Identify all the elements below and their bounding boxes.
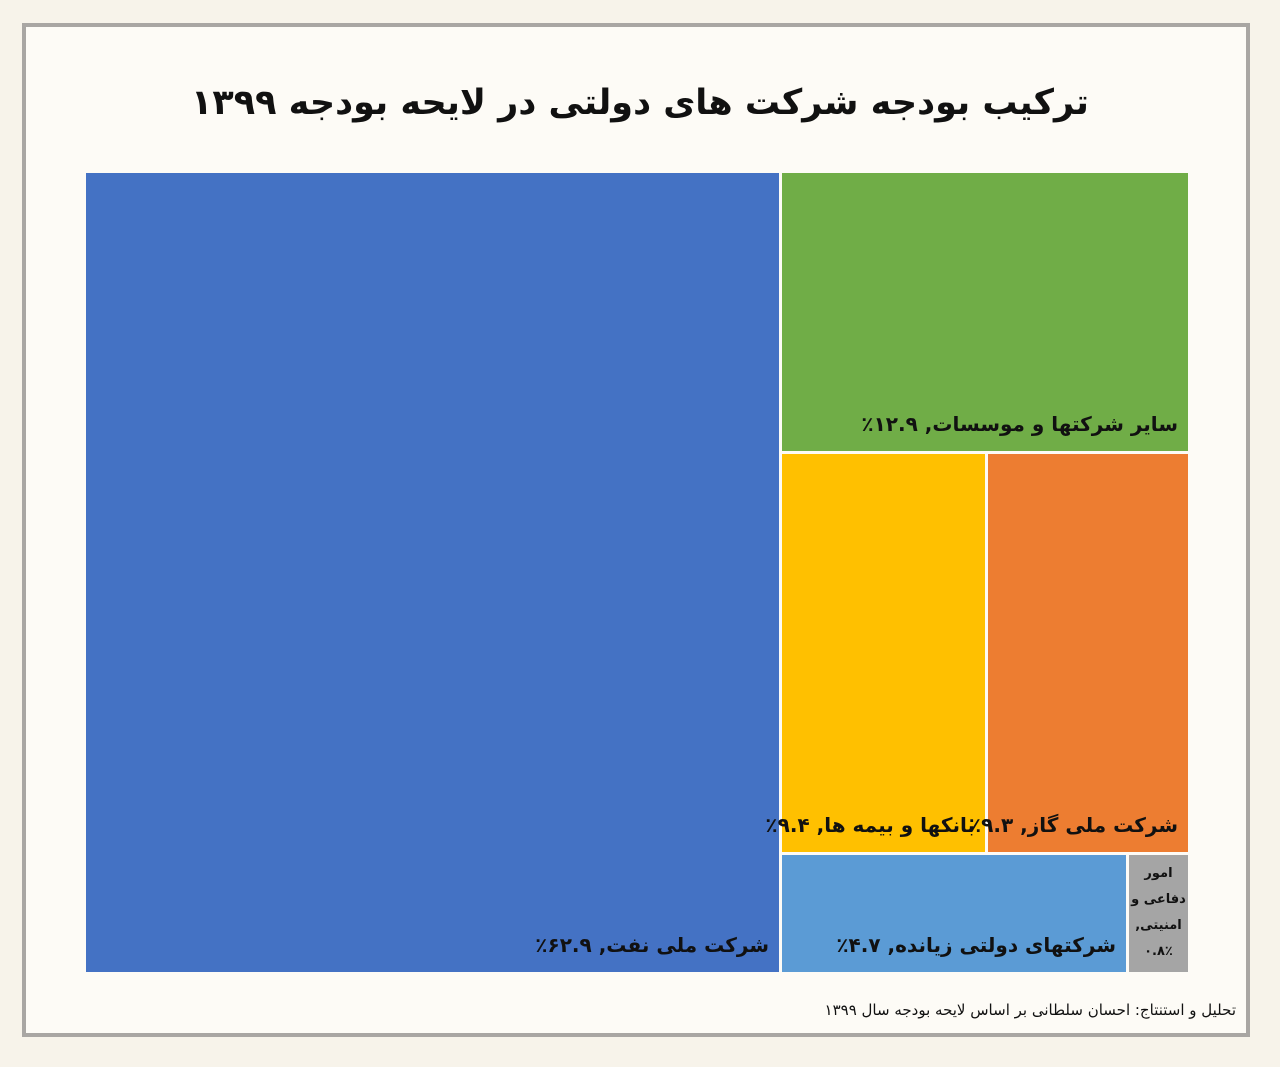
tile-banks xyxy=(782,454,985,852)
tile-gas xyxy=(988,454,1188,852)
source-note: تحلیل و استنتاج: احسان سلطانی بر اساس لا… xyxy=(824,1001,1236,1019)
chart-title: ترکیب بودجه شرکت های دولتی در لایحه بودج… xyxy=(191,83,1089,123)
tile-oil-label: شرکت ملی نفت, ۶۲.۹٪ xyxy=(535,933,769,957)
tile-other xyxy=(782,173,1188,451)
tile-defense xyxy=(1129,855,1188,972)
tile-other-label: سایر شرکتها و موسسات, ۱۲.۹٪ xyxy=(861,412,1178,436)
tile-defense-label: امور دفاعی و امنیتی, ۰.۸٪ xyxy=(1130,866,1186,959)
treemap-chart: شرکت ملی نفت, ۶۲.۹٪ سایر شرکتها و موسسات,… xyxy=(86,173,1188,972)
tile-lossmaking-label: شرکتهای دولتی زیانده, ۴.۷٪ xyxy=(836,933,1116,957)
tile-gas-label: شرکت ملی گاز, ۹.۳٪ xyxy=(969,813,1178,837)
treemap-svg: شرکت ملی نفت, ۶۲.۹٪ سایر شرکتها و موسسات,… xyxy=(86,173,1188,972)
tile-oil xyxy=(86,173,779,972)
tile-banks-label: بانکها و بیمه ها, ۹.۴٪ xyxy=(765,813,975,837)
tile-lossmaking xyxy=(782,855,1126,972)
